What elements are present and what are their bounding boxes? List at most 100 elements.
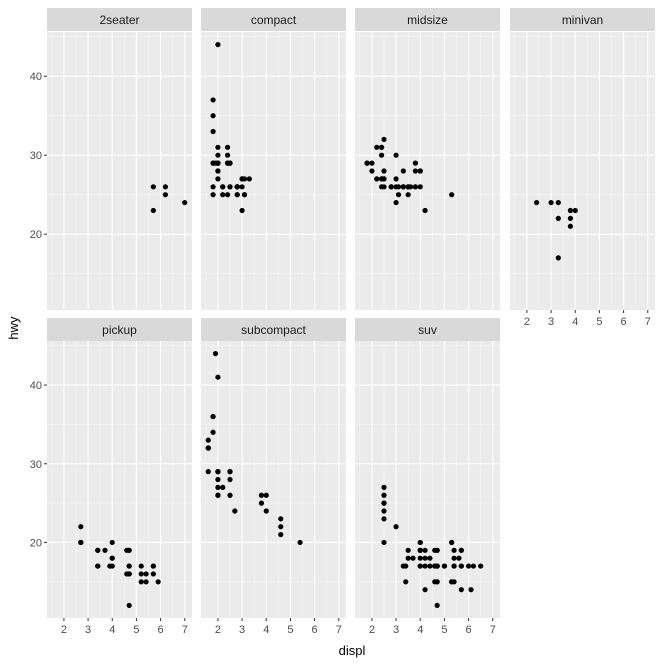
x-tick-label: 3 (85, 624, 91, 636)
x-tick-label: 6 (158, 624, 164, 636)
data-point (422, 555, 428, 561)
data-point (215, 42, 221, 48)
facet-panel-compact: compact (201, 8, 346, 310)
x-tick-label: 4 (417, 624, 423, 636)
data-point (150, 571, 156, 577)
data-point (210, 128, 216, 135)
data-point (205, 445, 211, 451)
data-point (422, 563, 428, 569)
data-point (102, 547, 108, 553)
x-tick-label: 5 (596, 316, 602, 328)
x-tick-label: 2 (215, 624, 221, 636)
data-point (182, 199, 188, 206)
data-point (215, 374, 221, 380)
x-tick-label: 6 (466, 624, 472, 636)
data-point (138, 571, 144, 577)
data-point (215, 484, 221, 490)
data-point (224, 152, 231, 158)
data-point (381, 168, 387, 174)
data-point (381, 492, 387, 498)
data-point (417, 563, 423, 569)
data-point (374, 144, 380, 150)
data-point (417, 168, 423, 174)
data-point (441, 563, 448, 569)
x-tick-label: 2 (369, 624, 375, 636)
panel-background (47, 32, 192, 310)
data-point (381, 136, 387, 143)
data-point (239, 184, 245, 190)
data-point (393, 176, 399, 182)
data-point (297, 539, 303, 546)
facet-panel-2seater: 2seater 20 30 40 (30, 8, 192, 310)
data-point (278, 524, 284, 530)
data-point (210, 97, 216, 103)
data-point (369, 168, 375, 174)
data-point (124, 547, 130, 553)
data-point (143, 571, 149, 577)
data-point (227, 184, 233, 190)
data-point (162, 184, 169, 190)
data-point (162, 192, 169, 198)
data-point (412, 168, 419, 174)
data-point (422, 207, 428, 214)
data-point (381, 184, 387, 190)
panel-background (201, 341, 346, 618)
facet-panel-pickup: pickup 20 30 40 2 3 4 5 6 7 (30, 318, 192, 636)
data-point (465, 563, 472, 569)
data-point (533, 199, 540, 206)
data-point (468, 587, 474, 593)
data-point (95, 563, 101, 569)
data-point (258, 500, 265, 506)
data-point (215, 152, 221, 158)
x-tick-label: 6 (621, 316, 627, 328)
facet-strip-label: subcompact (241, 323, 306, 337)
data-point (215, 469, 221, 475)
data-point (388, 184, 394, 190)
data-point (364, 160, 370, 166)
data-point (109, 563, 115, 569)
panel-background (201, 32, 346, 310)
data-point (422, 587, 428, 593)
data-point (432, 563, 438, 569)
data-point (393, 524, 399, 530)
facet-panel-subcompact: subcompact 2 3 4 5 6 7 (201, 318, 346, 636)
data-point (555, 199, 561, 206)
data-point (555, 255, 561, 261)
data-point (210, 413, 216, 420)
data-point (234, 184, 240, 190)
x-tick-label: 2 (524, 316, 530, 328)
data-point (215, 176, 221, 182)
data-point (150, 184, 156, 190)
panel-background (355, 32, 500, 310)
facet-strip-label: 2seater (99, 13, 139, 27)
data-point (227, 492, 233, 498)
data-point (109, 555, 115, 561)
facet-panel-minivan: minivan 2 3 4 5 6 7 (510, 8, 655, 328)
x-tick-label: 4 (109, 624, 115, 636)
data-point (215, 168, 221, 174)
data-point (205, 469, 211, 475)
data-point (449, 579, 455, 585)
data-point (470, 563, 477, 569)
data-point (381, 484, 387, 490)
facet-panel-suv: suv 2 3 4 5 6 7 (355, 318, 500, 636)
data-point (458, 587, 464, 593)
data-point (449, 539, 455, 546)
data-point (567, 207, 574, 214)
facet-strip (355, 318, 500, 341)
data-point (393, 152, 399, 158)
data-point (109, 539, 115, 546)
data-point (210, 184, 216, 190)
x-tick-label: 2 (61, 624, 67, 636)
data-point (417, 539, 423, 546)
data-point (232, 508, 238, 514)
x-tick-label: 3 (393, 624, 399, 636)
data-point (403, 579, 409, 585)
data-point (378, 144, 385, 150)
data-point (278, 531, 284, 538)
data-point (400, 168, 406, 174)
data-point (567, 223, 574, 229)
data-point (456, 555, 462, 561)
data-point (555, 215, 561, 221)
